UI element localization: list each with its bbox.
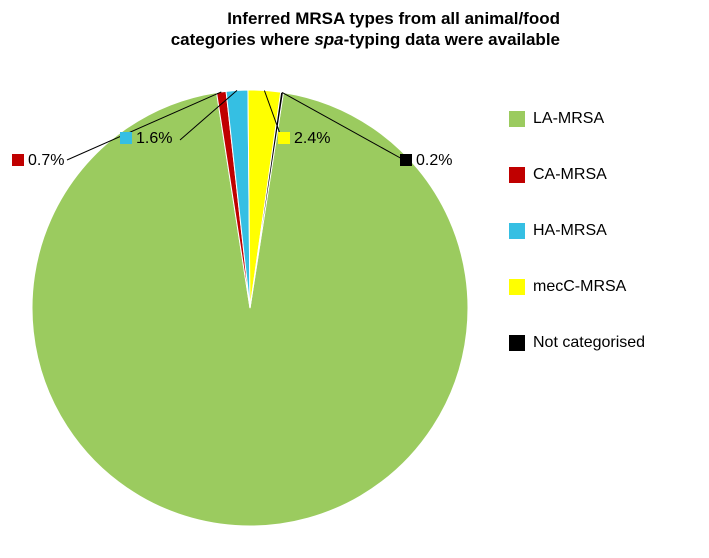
slice-label-ca-mrsa: 0.7% — [12, 152, 64, 170]
legend-item-not-categorised: Not categorised — [509, 334, 689, 352]
slice-label-mecc-mrsa: 2.4% — [278, 130, 330, 148]
legend-item-la-mrsa: LA-MRSA — [509, 110, 689, 128]
legend-label: mecC-MRSA — [533, 278, 626, 296]
legend-item-ca-mrsa: CA-MRSA — [509, 166, 689, 184]
slice-label-ha-mrsa: 1.6% — [120, 130, 172, 148]
label-swatch-ca — [12, 154, 24, 166]
label-text-notc: 0.2% — [416, 152, 452, 169]
chart-title: Inferred MRSA types from all animal/food… — [0, 8, 560, 51]
legend-swatch — [509, 279, 525, 295]
legend-label: Not categorised — [533, 334, 645, 352]
legend-swatch — [509, 223, 525, 239]
legend-swatch — [509, 111, 525, 127]
legend-swatch — [509, 335, 525, 351]
label-text-ca: 0.7% — [28, 152, 64, 169]
pie-chart-figure: Inferred MRSA types from all animal/food… — [0, 0, 709, 558]
label-text-mecc: 2.4% — [294, 130, 330, 147]
label-swatch-ha — [120, 132, 132, 144]
label-swatch-mecc — [278, 132, 290, 144]
slice-label-not-categorised: 0.2% — [400, 152, 452, 170]
legend-swatch — [509, 167, 525, 183]
title-line-1: Inferred MRSA types from all animal/food — [227, 9, 560, 28]
legend-item-ha-mrsa: HA-MRSA — [509, 222, 689, 240]
legend-label: HA-MRSA — [533, 222, 607, 240]
label-text-ha: 1.6% — [136, 130, 172, 147]
legend-item-mecc-mrsa: mecC-MRSA — [509, 278, 689, 296]
label-swatch-notc — [400, 154, 412, 166]
legend-label: LA-MRSA — [533, 110, 604, 128]
pie-svg — [10, 60, 490, 550]
legend-label: CA-MRSA — [533, 166, 607, 184]
pie-area: 95.1% 0.7% 1.6% 2.4% 0.2% — [10, 60, 490, 550]
title-line-2: categories where spa-typing data were av… — [171, 30, 560, 49]
legend: LA-MRSA CA-MRSA HA-MRSA mecC-MRSA Not catego… — [509, 110, 689, 390]
